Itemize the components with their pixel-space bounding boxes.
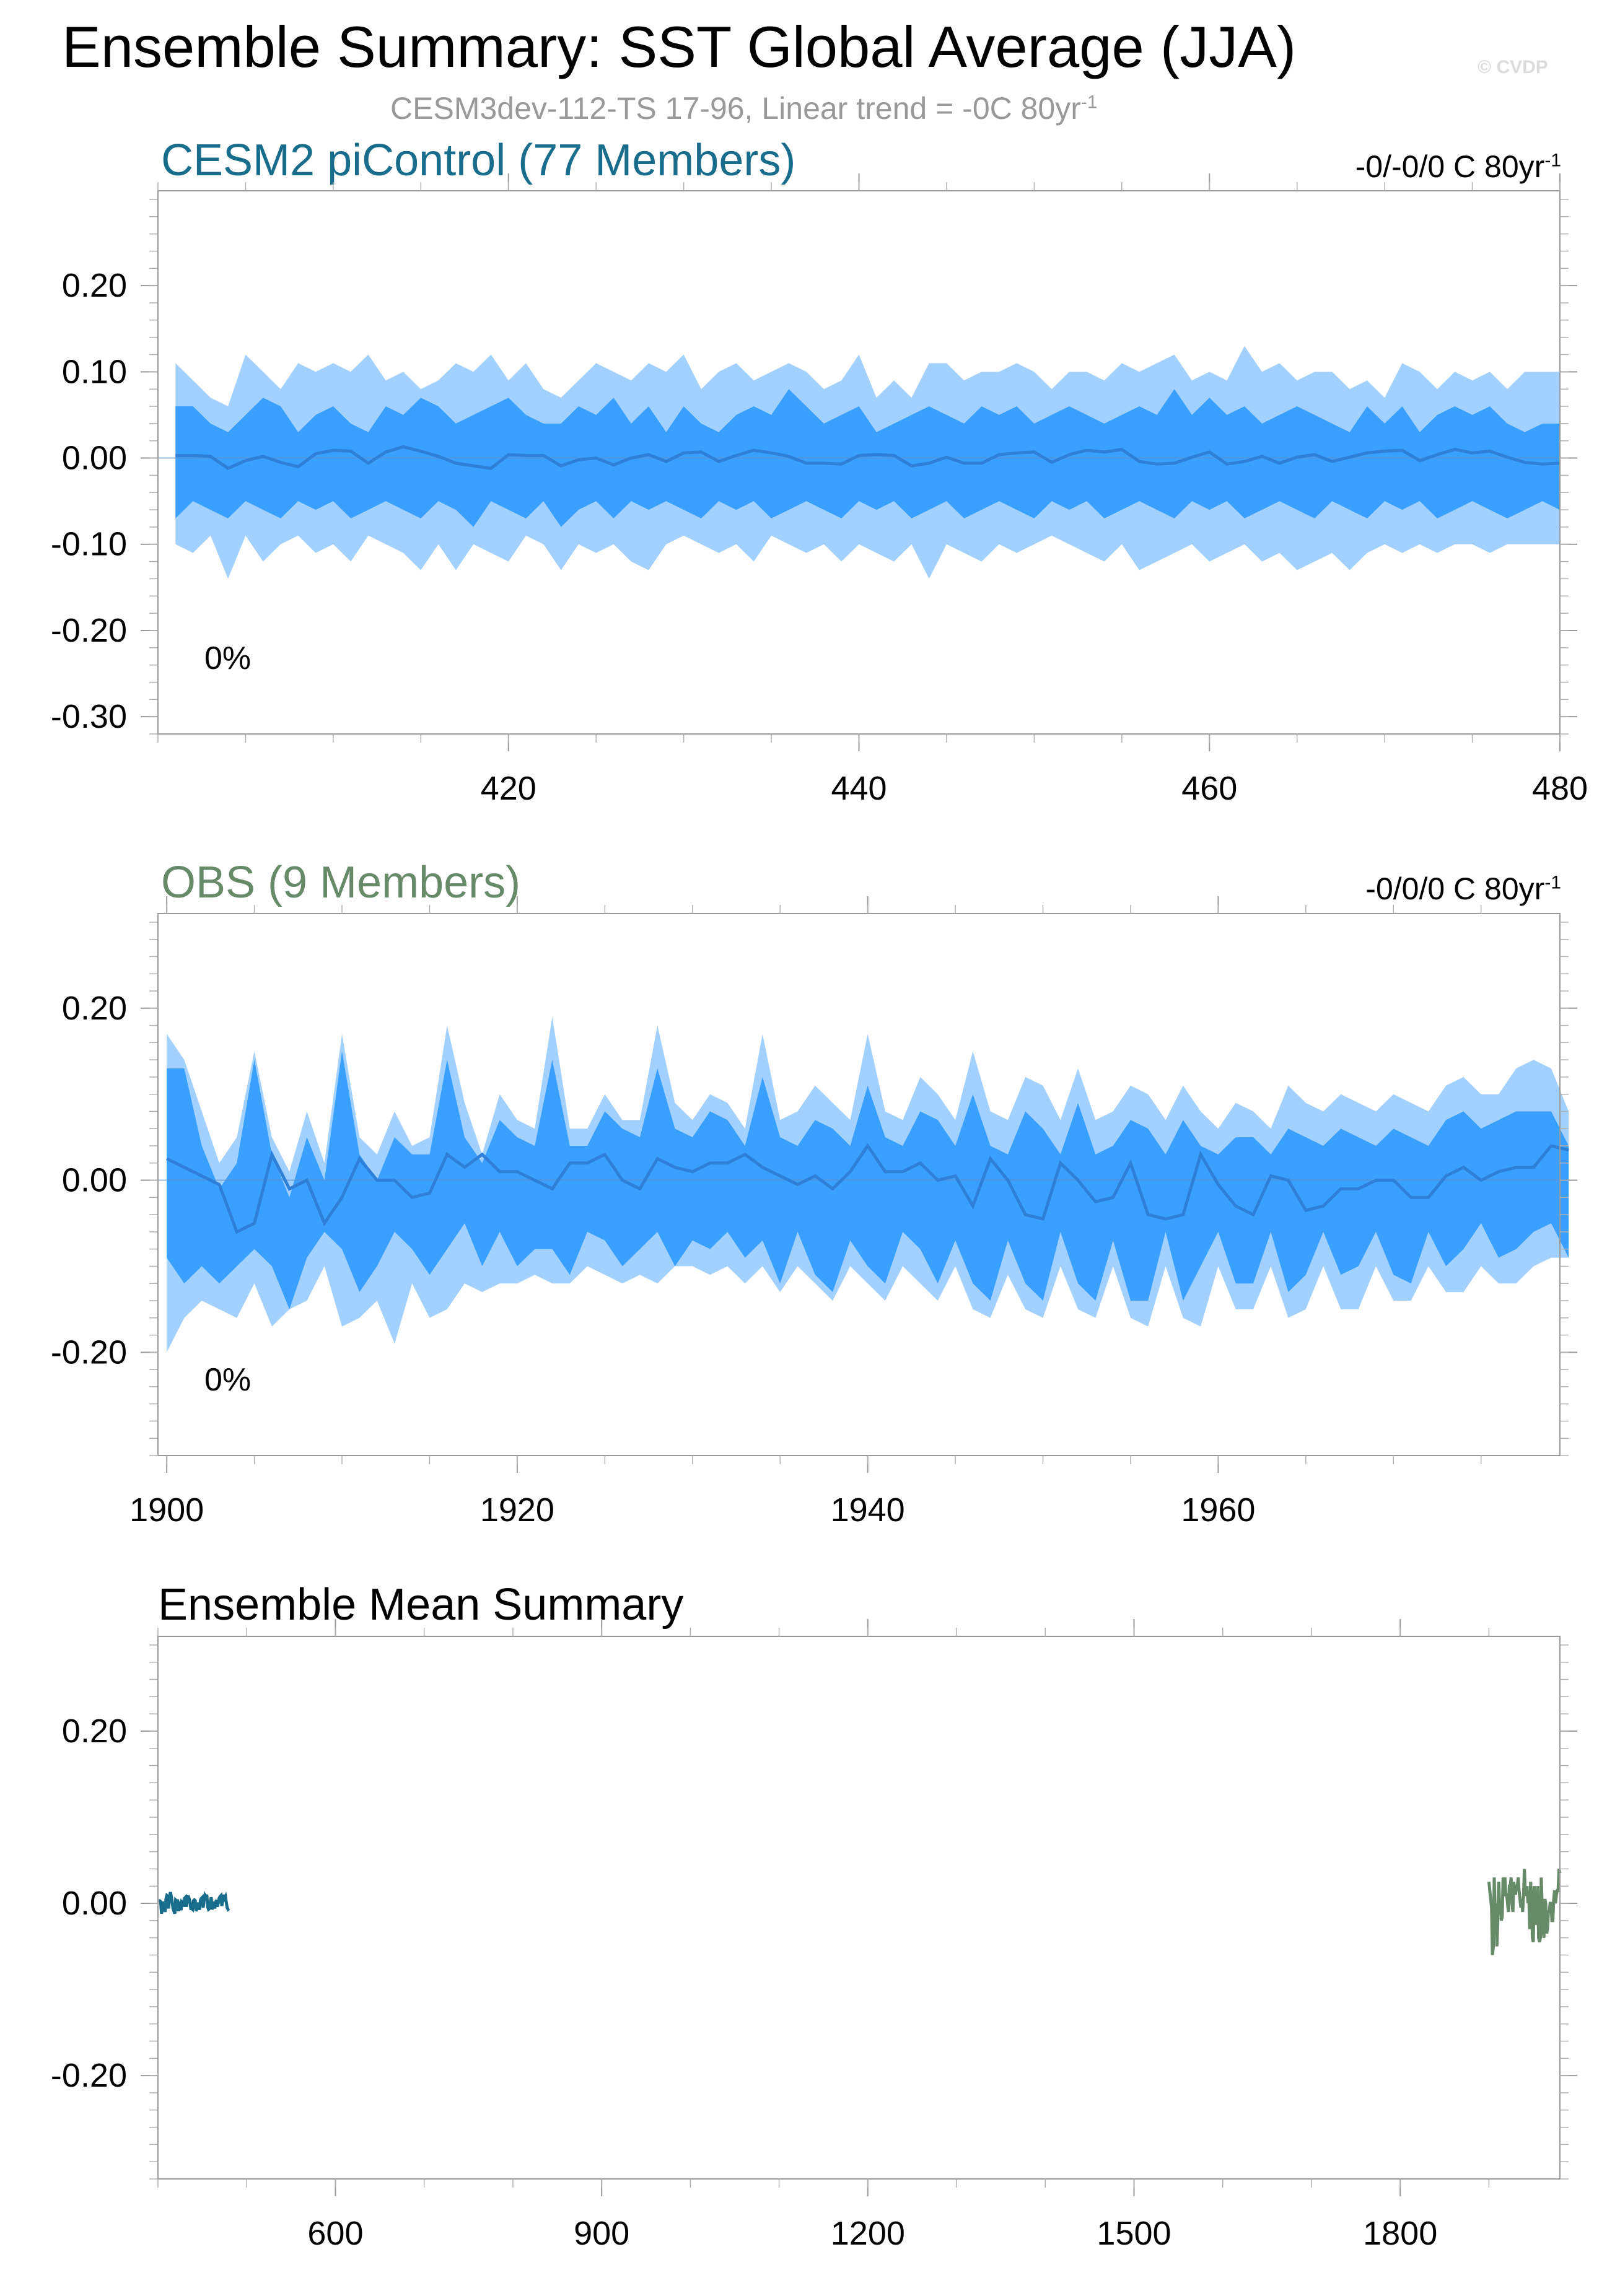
x-tick-label: 1800 <box>1363 2215 1437 2252</box>
y-tick-label: -0.20 <box>51 1334 127 1371</box>
subtitle-text: CESM3dev-112-TS 17-96, Linear trend = -0… <box>390 91 1081 126</box>
panel-2-trend-sup: -1 <box>1544 872 1561 893</box>
y-tick-label: 0.00 <box>62 440 127 477</box>
y-tick-label: -0.30 <box>51 698 127 735</box>
plot-frame <box>157 913 1561 1456</box>
x-tick-label: 1920 <box>480 1491 554 1529</box>
y-tick-label: 0.20 <box>62 267 127 304</box>
x-tick-label: 440 <box>831 770 887 807</box>
x-tick-label: 1940 <box>831 1491 905 1529</box>
credit-label: © CVDP <box>1478 57 1548 77</box>
panel-1-trend-text: -0/-0/0 C 80yr <box>1355 149 1545 184</box>
panel-2-title: OBS (9 Members) <box>161 858 521 907</box>
y-tick-label: 0.20 <box>62 1713 127 1750</box>
y-tick-label: -0.10 <box>51 526 127 563</box>
y-tick-label: -0.20 <box>51 612 127 649</box>
panel-1-title: CESM2 piControl (77 Members) <box>161 136 796 185</box>
x-tick-label: 480 <box>1532 770 1588 807</box>
subtitle: CESM3dev-112-TS 17-96, Linear trend = -0… <box>390 90 1098 126</box>
x-tick-label: 1200 <box>831 2215 905 2252</box>
y-tick-label: 0.10 <box>62 353 127 390</box>
y-tick-label: -0.20 <box>51 2057 127 2094</box>
panel-3-title: Ensemble Mean Summary <box>158 1580 684 1630</box>
panel-3-axes: 0.20 0.00 -0.20 600 900 1200 1500 1800 <box>51 1619 1577 2252</box>
panel-1-axes: 0.20 0.10 0.00 -0.10 -0.20 -0.30 420 440 460 480 <box>51 173 1588 807</box>
plot-frame <box>157 1636 1561 2180</box>
panel-1-trend-sup: -1 <box>1544 150 1561 171</box>
panel-3-plot <box>159 1868 1562 1955</box>
y-tick-label: 0.00 <box>62 1162 127 1199</box>
x-tick-label: 420 <box>481 770 536 807</box>
subtitle-sup: -1 <box>1080 92 1098 113</box>
panel-1-plot: 0% <box>158 346 1561 676</box>
x-tick-label: 1500 <box>1097 2215 1171 2252</box>
x-tick-label: 900 <box>574 2215 629 2252</box>
x-tick-label: 600 <box>307 2215 363 2252</box>
ensemble-mean-line <box>165 1143 1569 1234</box>
panel-2-trend-text: -0/0/0 C 80yr <box>1365 871 1545 906</box>
y-tick-label: 0.20 <box>62 990 127 1027</box>
main-title: Ensemble Summary: SST Global Average (JJ… <box>62 14 1297 79</box>
x-tick-label: 1960 <box>1181 1491 1255 1529</box>
percent-label: 0% <box>204 640 251 676</box>
ensemble-mean-line <box>175 445 1561 471</box>
obs-mean-line <box>1487 1868 1562 1955</box>
panel-1-trend: -0/-0/0 C 80yr-1 <box>1355 149 1561 185</box>
panel-2-axes: 0.20 0.00 -0.20 1900 1920 1940 1960 <box>51 896 1577 1529</box>
model-mean-line <box>159 1890 230 1914</box>
x-tick-label: 460 <box>1181 770 1237 807</box>
percent-label: 0% <box>204 1362 251 1398</box>
panel-2-trend: -0/0/0 C 80yr-1 <box>1365 871 1561 907</box>
x-tick-label: 1900 <box>129 1491 204 1529</box>
panel-2-plot: 0% <box>158 1016 1569 1398</box>
y-tick-label: 0.00 <box>62 1885 127 1922</box>
